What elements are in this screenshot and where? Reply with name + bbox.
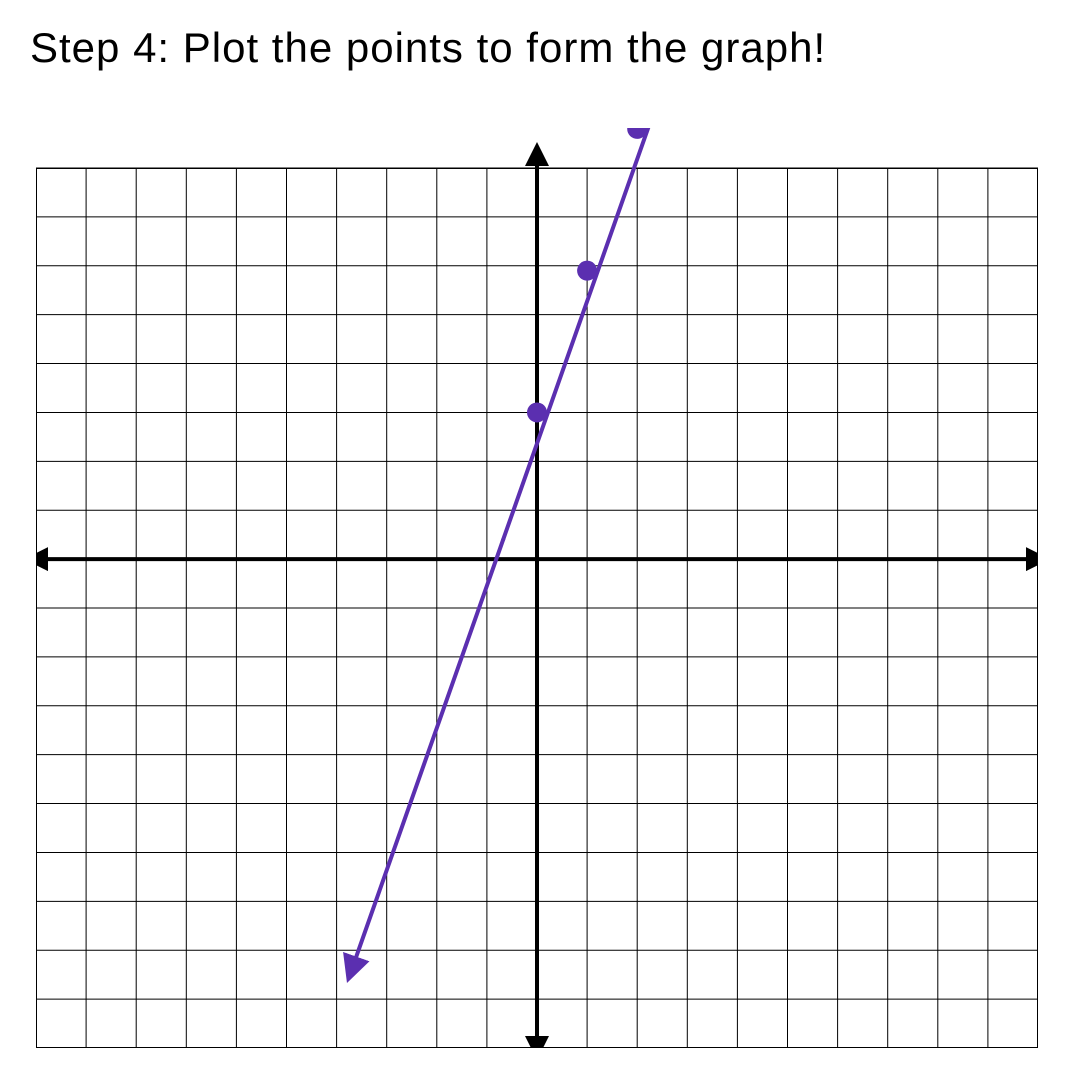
- coordinate-chart: [36, 168, 1038, 1048]
- page: Step 4: Plot the points to form the grap…: [0, 0, 1074, 1074]
- step-title: Step 4: Plot the points to form the grap…: [30, 24, 826, 72]
- plot-point: [527, 402, 547, 422]
- plot-point: [577, 261, 597, 281]
